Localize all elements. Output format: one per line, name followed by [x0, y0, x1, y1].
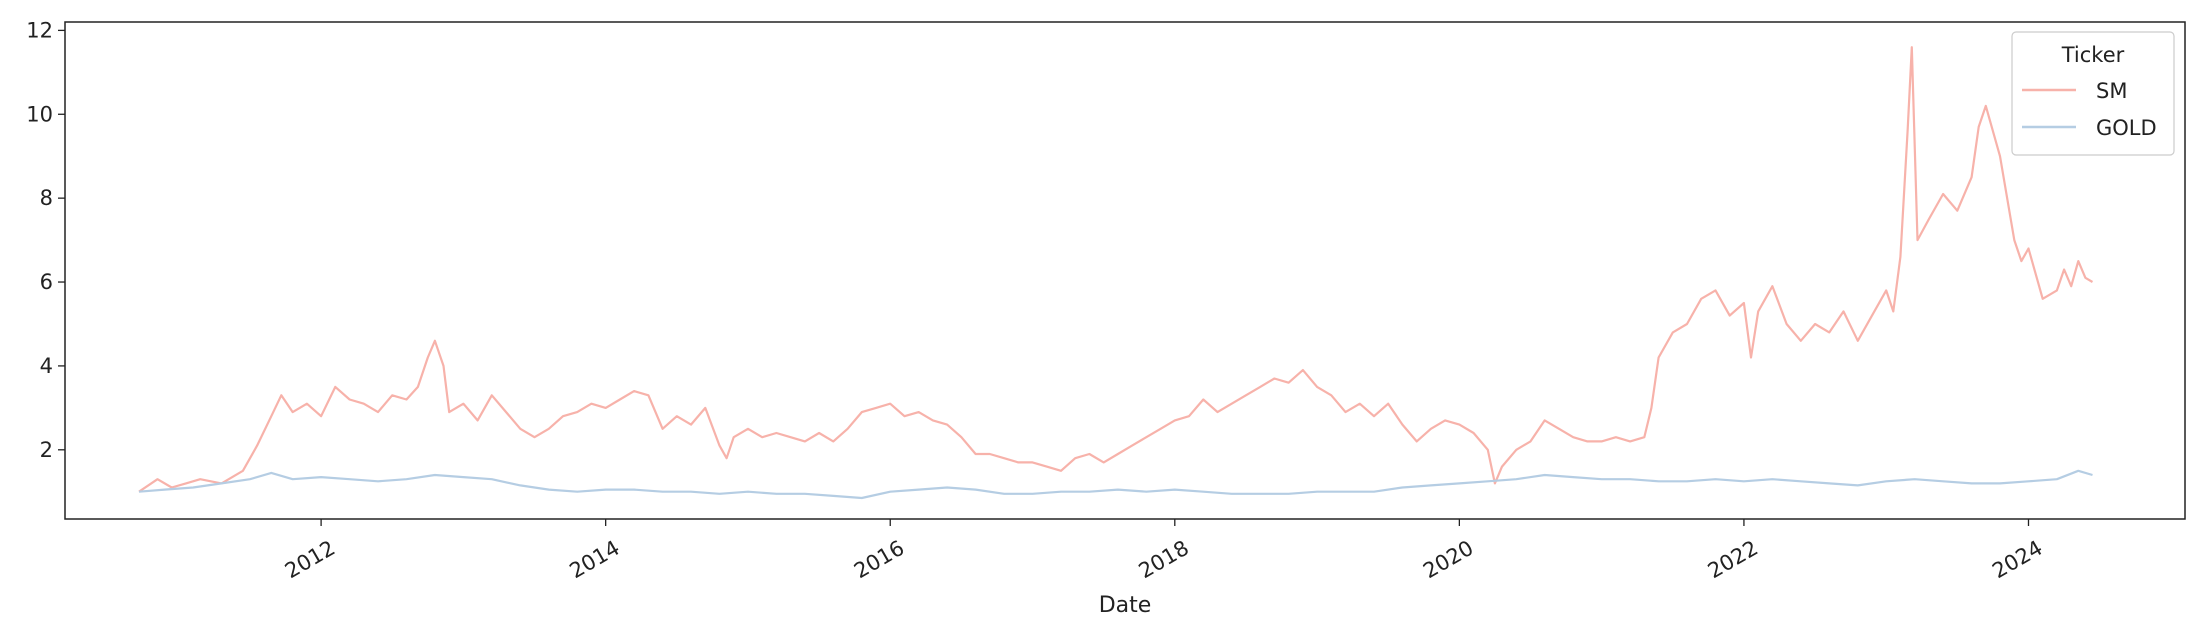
x-tick-label: 2022	[1704, 536, 1762, 584]
legend-label-gold: GOLD	[2096, 116, 2157, 140]
x-tick-label: 2012	[281, 536, 339, 584]
y-axis: 2 4 6 8 10 12	[26, 18, 65, 462]
legend-title: Ticker	[2061, 43, 2125, 67]
legend-label-sm: SM	[2096, 79, 2127, 103]
x-tick-label: 2014	[565, 536, 623, 584]
x-axis-label: Date	[1099, 593, 1152, 618]
legend-box	[2011, 31, 2175, 156]
series-line-sm	[138, 46, 2094, 493]
x-tick-label: 2020	[1419, 536, 1477, 584]
y-tick-label: 6	[40, 270, 53, 294]
y-tick-label: 8	[40, 186, 53, 210]
series-line-gold	[138, 469, 2093, 500]
y-tick-label: 2	[40, 438, 53, 462]
y-tick-label: 10	[26, 102, 53, 126]
y-tick-label: 4	[40, 354, 53, 378]
legend: Ticker SM GOLD	[2011, 31, 2175, 156]
x-tick-label: 2024	[1988, 536, 2046, 584]
series-layer	[138, 46, 2094, 500]
plot-frame	[64, 21, 2186, 520]
y-tick-label: 12	[26, 18, 53, 42]
x-tick-label: 2018	[1135, 536, 1193, 584]
plot-background	[65, 22, 2185, 519]
x-tick-label: 2016	[850, 536, 908, 584]
x-axis: 2012 2014 2016 2018 2020 2022 2024	[281, 519, 2047, 583]
